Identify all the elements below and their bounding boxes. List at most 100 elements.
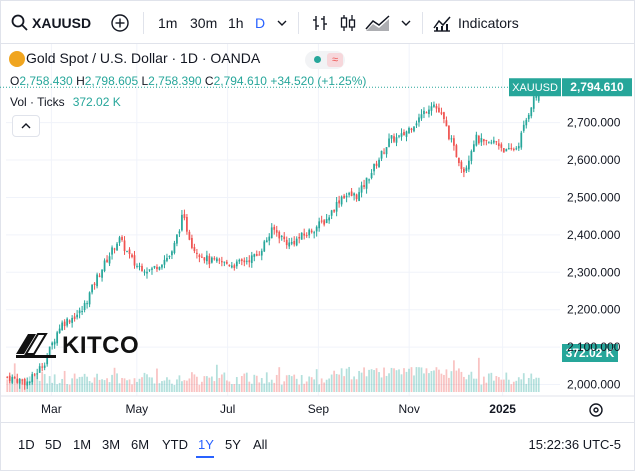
- candle-body: [201, 256, 203, 258]
- collapse-legend-button[interactable]: [12, 115, 40, 137]
- volume-bar: [440, 373, 443, 392]
- range-1m[interactable]: 1M: [73, 437, 92, 452]
- candle-body: [460, 161, 463, 169]
- volume-bar: [253, 374, 256, 392]
- candle-body: [58, 328, 61, 334]
- candle-body: [26, 381, 29, 386]
- candle-body: [375, 163, 378, 166]
- volume-bar: [470, 371, 473, 392]
- area-chart-type-icon[interactable]: [364, 13, 392, 33]
- settings-gear-icon[interactable]: [589, 403, 603, 417]
- candle-body: [230, 265, 233, 268]
- volume-bar: [505, 372, 508, 392]
- bar-chart-type-icon[interactable]: [310, 13, 330, 33]
- candle-body: [188, 231, 191, 240]
- candle-body: [168, 255, 171, 257]
- range-3m[interactable]: 3M: [102, 437, 121, 452]
- indicators-icon[interactable]: [432, 13, 452, 33]
- candle-body: [43, 365, 46, 368]
- candle-body: [258, 254, 261, 256]
- candle-body: [525, 119, 528, 126]
- volume-bar: [315, 369, 318, 392]
- volume-bar: [380, 377, 383, 392]
- range-all[interactable]: All: [253, 437, 268, 452]
- volume-bar: [11, 376, 14, 392]
- volume-bar: [143, 372, 146, 392]
- volume-bar: [532, 379, 535, 392]
- candle-body: [497, 143, 500, 147]
- volume-bar: [418, 367, 420, 392]
- interval-1m[interactable]: 1m: [158, 15, 178, 31]
- time-tick-label: 2025: [489, 402, 516, 416]
- candle-body: [250, 255, 253, 264]
- chevron-down-icon[interactable]: [396, 13, 416, 33]
- candle-body: [468, 160, 470, 170]
- range-1d[interactable]: 1D: [18, 437, 35, 452]
- volume-bar: [223, 372, 226, 392]
- legend-title[interactable]: Gold Spot / U.S. Dollar · 1D · OANDA: [26, 50, 261, 66]
- volume-bar: [181, 381, 183, 392]
- market-status[interactable]: ≈: [305, 51, 345, 69]
- range-5d[interactable]: 5D: [45, 437, 62, 452]
- candle-body: [71, 317, 73, 323]
- candle-body: [278, 231, 281, 239]
- range-6m[interactable]: 6M: [131, 437, 150, 452]
- candle-body: [196, 252, 198, 254]
- candle-body: [390, 135, 393, 139]
- volume-bar: [433, 370, 435, 392]
- candle-body: [208, 256, 211, 265]
- chevron-down-icon[interactable]: [272, 13, 292, 33]
- volume-legend[interactable]: Vol · Ticks 372.02 K: [10, 95, 121, 109]
- candle-body: [395, 137, 398, 143]
- candle-body: [215, 258, 218, 262]
- candle-body: [383, 152, 385, 154]
- candle-body: [146, 271, 148, 274]
- clock-timezone[interactable]: 15:22:36 UTC-5: [528, 437, 622, 452]
- high-label: H: [76, 74, 85, 88]
- volume-bar: [176, 379, 178, 392]
- candle-body: [166, 257, 168, 261]
- candle-body: [131, 254, 133, 258]
- volume-bar: [126, 380, 128, 392]
- interval-d[interactable]: D: [255, 15, 266, 31]
- volume-bar: [128, 379, 131, 392]
- compare-add-icon[interactable]: [110, 13, 130, 33]
- indicators-button[interactable]: Indicators: [458, 15, 519, 31]
- candle-body: [186, 217, 188, 232]
- range-ytd[interactable]: YTD: [162, 437, 188, 452]
- volume-tag-text: 372.02 K: [566, 346, 615, 360]
- open-value: 2,758.430: [19, 74, 73, 88]
- price-chart[interactable]: XAUUSD 2,794.610 372.02 K 2,700.000 2,600.0…: [0, 44, 635, 422]
- interval-1h[interactable]: 1h: [228, 15, 244, 31]
- candle-body: [218, 259, 221, 261]
- volume-bar: [463, 376, 465, 392]
- open-label: O: [10, 74, 20, 88]
- range-5y[interactable]: 5Y: [225, 437, 241, 452]
- volume-bar: [36, 373, 39, 392]
- candle-body: [310, 230, 313, 233]
- candle-body: [198, 255, 201, 257]
- volume-bar: [98, 379, 101, 392]
- volume-bar: [141, 377, 143, 392]
- volume-bar: [458, 368, 460, 392]
- search-icon[interactable]: [10, 13, 30, 33]
- range-1y[interactable]: 1Y: [198, 437, 214, 452]
- volume-bar: [235, 377, 238, 392]
- volume-bar: [86, 376, 88, 392]
- volume-bar: [186, 380, 188, 392]
- candle-body: [398, 135, 400, 137]
- candle-body: [433, 104, 435, 107]
- volume-bar: [151, 377, 153, 392]
- price-tick-label: 2,600.000: [567, 153, 621, 167]
- candles-chart-type-icon[interactable]: [338, 13, 358, 33]
- candle-body: [68, 320, 71, 323]
- candle-body: [465, 167, 468, 171]
- toolbar-divider: [143, 12, 144, 34]
- interval-30m[interactable]: 30m: [190, 15, 218, 31]
- volume-bar: [480, 384, 483, 392]
- candle-body: [305, 235, 308, 237]
- symbol-search[interactable]: XAUUSD: [32, 15, 92, 31]
- candle-body: [210, 257, 213, 263]
- volume-bar: [325, 379, 328, 392]
- candle-body: [121, 236, 123, 241]
